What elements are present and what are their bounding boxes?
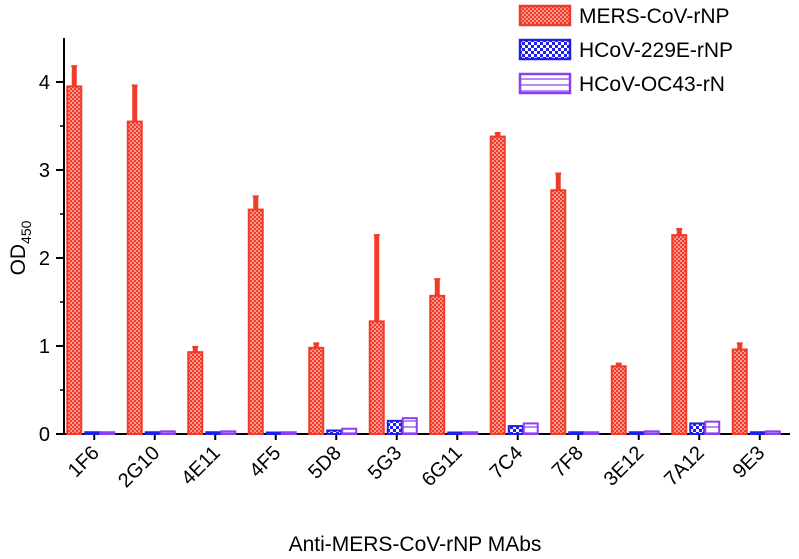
bar-7F8-2 (583, 431, 600, 435)
x-tick-label-4F5: 4F5 (245, 442, 285, 482)
y-tick-label: 3 (39, 160, 50, 182)
x-tick-label-6G11: 6G11 (418, 442, 467, 491)
axes (56, 38, 790, 440)
bar-2G10-2 (159, 430, 176, 435)
bar-7F8-1 (568, 431, 585, 435)
y-axis-title: OD450 (7, 220, 34, 275)
bar-9E3-2 (764, 430, 781, 435)
bar-4F5-2 (280, 431, 297, 435)
bar-5G3-2 (401, 417, 418, 436)
x-tick-label-7A12: 7A12 (660, 442, 709, 491)
y-tick-label: 2 (39, 248, 50, 270)
legend-swatch-2 (518, 72, 572, 95)
legend: MERS-CoV-rNP HCoV-229E-rNP HCoV-OC43-rN (518, 4, 733, 96)
bar-1F6-1 (84, 431, 101, 435)
y-axis-title-main: OD (7, 244, 30, 276)
x-tick-label-4E11: 4E11 (177, 442, 225, 490)
legend-label-1: HCoV-229E-rNP (579, 39, 733, 62)
bar-6G11-0 (429, 294, 446, 435)
bar-5G3-0 (368, 320, 385, 435)
bar-3E12-2 (643, 430, 660, 435)
bar-9E3-0 (731, 348, 748, 435)
legend-label-2: HCoV-OC43-rN (579, 73, 725, 96)
bar-1F6-0 (66, 85, 83, 436)
bar-1F6-2 (99, 431, 116, 435)
bar-7A12-1 (689, 422, 706, 436)
y-tick-label: 0 (39, 424, 50, 446)
bar-4E11-1 (205, 431, 222, 435)
bar-5D8-0 (308, 346, 325, 436)
bar-7C4-1 (507, 425, 524, 435)
y-tick-label: 1 (39, 336, 50, 358)
bar-5D8-2 (341, 427, 358, 436)
bar-4F5-0 (247, 208, 264, 435)
x-tick-label-3E12: 3E12 (600, 442, 649, 491)
bar-6G11-1 (447, 431, 464, 435)
legend-label-0: MERS-CoV-rNP (579, 5, 730, 28)
x-tick-label-5G3: 5G3 (364, 442, 406, 484)
legend-swatch-1 (518, 38, 572, 61)
x-tick-label-2G10: 2G10 (114, 442, 164, 492)
bar-5D8-1 (326, 429, 343, 436)
bar-2G10-0 (126, 120, 143, 435)
bar-7A12-0 (671, 234, 688, 435)
bar-7C4-2 (522, 422, 539, 436)
bar-6G11-2 (462, 431, 479, 435)
bar-7A12-2 (704, 420, 721, 435)
x-tick-label-1F6: 1F6 (64, 442, 104, 482)
tick-labels: 0 1 2 3 4 1F6 2G10 4E11 4F5 5D8 5G3 6G11 7C4 7F8 3E12 7… (39, 72, 769, 492)
bar-4F5-1 (265, 431, 282, 435)
y-axis-title-sub: 450 (18, 220, 34, 244)
x-tick-label-7C4: 7C4 (486, 442, 528, 484)
bar-5G3-1 (386, 419, 403, 435)
x-tick-label-7F8: 7F8 (548, 442, 588, 482)
bar-4E11-0 (187, 351, 204, 435)
bar-2G10-1 (144, 431, 161, 435)
y-tick-label: 4 (39, 72, 50, 94)
bar-3E12-0 (610, 365, 627, 435)
bar-4E11-2 (220, 430, 237, 435)
bar-9E3-1 (749, 431, 766, 435)
bar-7C4-0 (489, 135, 506, 435)
legend-swatch-0 (518, 4, 572, 27)
x-tick-label-5D8: 5D8 (304, 442, 346, 484)
x-axis-title: Anti-MERS-CoV-rNP MAbs (289, 533, 542, 556)
x-tick-label-9E3: 9E3 (729, 442, 770, 483)
bars (66, 65, 781, 436)
bar-7F8-0 (550, 189, 567, 435)
bar-3E12-1 (628, 431, 645, 435)
